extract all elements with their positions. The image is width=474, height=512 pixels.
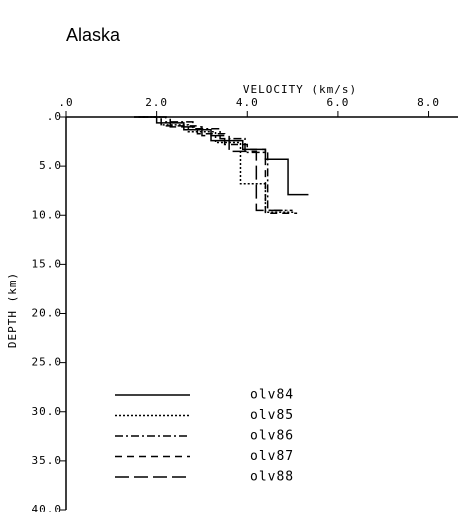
x-axis-label: VELOCITY (km/s) [243,83,357,96]
x-tick-label: .0 [58,96,73,109]
legend-label: olv87 [250,449,294,464]
series-line [138,116,298,215]
x-tick-label: 6.0 [326,96,349,109]
y-axis-label: DEPTH (km) [6,272,19,348]
legend-label: olv85 [250,408,294,423]
x-tick-label: 4.0 [236,96,259,109]
series-line [143,116,293,212]
legend-label: olv88 [250,470,294,485]
x-tick-label: 8.0 [417,96,440,109]
legend-label: olv86 [250,429,294,444]
y-tick-label: 25.0 [32,356,63,369]
y-tick-label: 5.0 [39,159,62,172]
y-tick-label: 20.0 [32,307,63,320]
y-tick-label: 15.0 [32,257,63,270]
y-tick-label: 30.0 [32,405,63,418]
y-tick-label: .0 [47,110,62,123]
chart-title: Alaska [66,25,121,45]
legend-label: olv84 [250,388,294,403]
series-line [138,116,295,214]
y-tick-label: 40.0 [32,503,63,512]
series-line [133,116,289,212]
x-tick-label: 2.0 [145,96,168,109]
y-tick-label: 35.0 [32,454,63,467]
y-tick-label: 10.0 [32,208,63,221]
series-line [133,116,309,196]
